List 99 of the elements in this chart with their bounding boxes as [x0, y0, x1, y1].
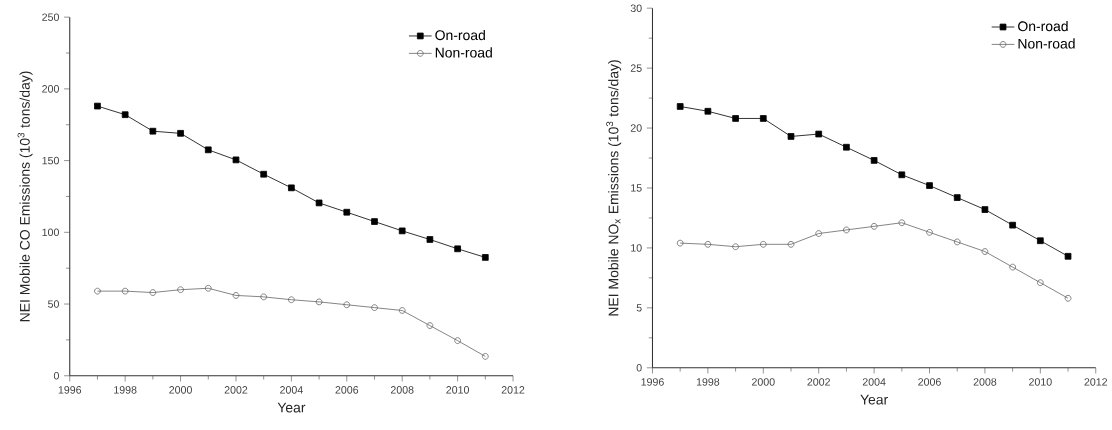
point	[288, 184, 295, 192]
x-axis-title: Year	[277, 402, 306, 413]
point	[704, 108, 712, 115]
point	[815, 130, 823, 138]
point	[815, 230, 823, 238]
y-tick-label: 15	[631, 184, 642, 192]
point	[454, 245, 461, 253]
y-tick-label: 30	[630, 4, 642, 13]
point	[759, 241, 767, 248]
point	[177, 130, 184, 137]
y-tick-label: 10	[631, 244, 642, 252]
point	[870, 157, 878, 164]
point	[149, 289, 157, 297]
x-tick-label: 1996	[641, 378, 664, 386]
point	[94, 288, 101, 295]
x-tick-label: 2012	[501, 386, 525, 394]
x-tick-label: 1996	[58, 386, 82, 394]
y-tick-label: 25	[630, 64, 642, 73]
y-tick-label: 200	[42, 85, 59, 93]
point	[121, 288, 129, 295]
x-tick-label: 2004	[280, 386, 303, 394]
point	[149, 128, 157, 135]
point	[288, 296, 295, 304]
x-tick-label: 2010	[1029, 378, 1052, 386]
point	[898, 171, 906, 179]
y-tick-label: 0	[53, 372, 59, 380]
point	[232, 292, 240, 299]
point	[1009, 222, 1016, 229]
point	[398, 227, 406, 235]
x-tick-label: 1998	[696, 378, 720, 386]
point	[426, 322, 434, 330]
x-tick-label: 2006	[918, 378, 941, 386]
point	[704, 241, 712, 248]
point	[926, 229, 933, 236]
point	[94, 102, 101, 110]
y-axis-title: NEI Mobile NO$_{x}$ Emissions (10$^{3}$ tons/day)	[606, 60, 622, 316]
x-tick-label: 2006	[335, 386, 359, 394]
point	[1009, 264, 1016, 271]
y-axis-title: NEI Mobile CO Emissions (10$^{3}$ tons/day)	[17, 71, 33, 322]
point	[398, 307, 406, 315]
point	[121, 111, 129, 119]
point	[676, 240, 684, 247]
point	[898, 219, 906, 227]
point	[926, 182, 933, 190]
point	[787, 241, 795, 248]
point	[426, 236, 434, 244]
point	[1037, 237, 1044, 245]
x-tick-label: 2008	[390, 386, 414, 394]
point	[676, 103, 684, 111]
point	[204, 285, 212, 292]
x-tick-label: 2004	[862, 378, 886, 386]
point	[870, 223, 878, 230]
legend-label: Non-road	[1018, 38, 1075, 49]
point	[177, 286, 184, 294]
point	[953, 194, 961, 202]
point	[260, 171, 267, 178]
y-tick-label: 20	[630, 124, 642, 133]
point	[732, 115, 739, 123]
point	[315, 199, 323, 207]
point	[1037, 279, 1044, 287]
point	[787, 133, 795, 140]
x-tick-label: 2008	[973, 378, 997, 386]
x-tick-label: 2010	[446, 386, 470, 394]
y-tick-label: 5	[636, 304, 642, 312]
legend-label: On-road	[1018, 21, 1068, 32]
point	[981, 206, 989, 214]
x-tick-label: 2012	[1084, 378, 1108, 386]
y-tick-label: 150	[42, 157, 59, 165]
x-tick-label: 2002	[224, 386, 248, 394]
point	[759, 115, 767, 123]
x-tick-label: 2002	[807, 378, 830, 386]
point	[843, 226, 850, 234]
point	[981, 248, 989, 256]
y-tick-label: 0	[636, 364, 642, 372]
point	[843, 144, 850, 151]
point	[315, 298, 323, 306]
legend-label: On-road	[435, 30, 485, 41]
point	[1064, 253, 1072, 260]
x-tick-label: 2000	[752, 378, 775, 386]
x-axis-title: Year	[860, 395, 888, 405]
point	[204, 146, 212, 154]
point	[482, 254, 489, 261]
y-tick-label: 100	[42, 228, 59, 237]
legend-label: Non-road	[435, 47, 492, 58]
point	[482, 353, 489, 360]
point	[732, 243, 739, 251]
point	[371, 218, 378, 226]
y-tick-label: 250	[42, 13, 59, 22]
x-tick-label: 1998	[114, 386, 137, 394]
point	[343, 209, 351, 216]
y-tick-label: 50	[47, 300, 59, 309]
point	[1064, 295, 1072, 302]
x-tick-label: 2000	[169, 386, 192, 394]
point	[953, 238, 961, 246]
point	[454, 337, 461, 345]
point	[343, 301, 351, 309]
point	[232, 156, 240, 164]
point	[371, 304, 378, 312]
point	[260, 293, 267, 301]
